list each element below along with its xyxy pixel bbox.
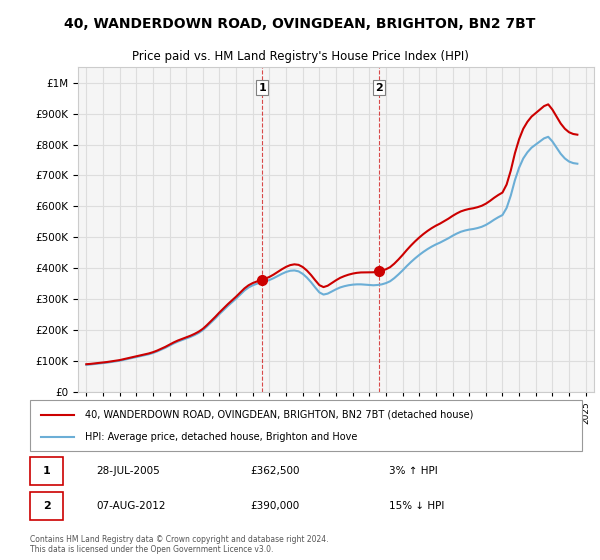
Text: 2: 2: [376, 83, 383, 92]
Text: 40, WANDERDOWN ROAD, OVINGDEAN, BRIGHTON, BN2 7BT (detached house): 40, WANDERDOWN ROAD, OVINGDEAN, BRIGHTON…: [85, 409, 473, 419]
Text: 1: 1: [43, 466, 50, 476]
Text: 15% ↓ HPI: 15% ↓ HPI: [389, 501, 444, 511]
Text: £362,500: £362,500: [251, 466, 301, 476]
FancyBboxPatch shape: [30, 400, 582, 451]
Text: Contains HM Land Registry data © Crown copyright and database right 2024.
This d: Contains HM Land Registry data © Crown c…: [30, 535, 329, 554]
Text: 2: 2: [43, 501, 50, 511]
Text: 28-JUL-2005: 28-JUL-2005: [96, 466, 160, 476]
Text: 07-AUG-2012: 07-AUG-2012: [96, 501, 166, 511]
Text: HPI: Average price, detached house, Brighton and Hove: HPI: Average price, detached house, Brig…: [85, 432, 358, 442]
Text: 3% ↑ HPI: 3% ↑ HPI: [389, 466, 437, 476]
Text: Price paid vs. HM Land Registry's House Price Index (HPI): Price paid vs. HM Land Registry's House …: [131, 50, 469, 63]
FancyBboxPatch shape: [30, 492, 63, 520]
Text: 1: 1: [259, 83, 266, 92]
Text: 40, WANDERDOWN ROAD, OVINGDEAN, BRIGHTON, BN2 7BT: 40, WANDERDOWN ROAD, OVINGDEAN, BRIGHTON…: [64, 17, 536, 31]
FancyBboxPatch shape: [30, 457, 63, 485]
Text: £390,000: £390,000: [251, 501, 300, 511]
